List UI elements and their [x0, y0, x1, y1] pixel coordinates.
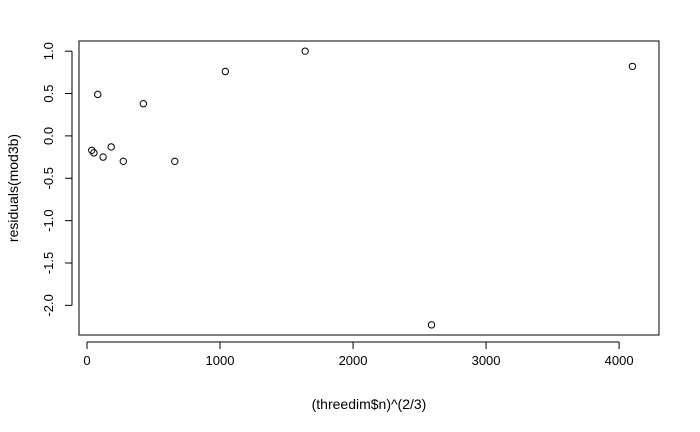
x-tick-label: 0 [83, 353, 90, 368]
x-tick-label: 2000 [339, 353, 368, 368]
y-axis: 1.0 0.5 0.0 -0.5 -1.0 -1.5 -2.0 [41, 42, 73, 317]
x-axis-title: (threedim$n)^(2/3) [312, 396, 427, 412]
plot-box [78, 40, 660, 336]
data-point [90, 149, 98, 157]
data-point [119, 157, 127, 166]
data-point [171, 157, 179, 166]
data-point [107, 143, 115, 151]
y-tick-label: -2.0 [41, 294, 56, 316]
y-tick-label: 1.0 [41, 42, 56, 60]
x-tick-label: 4000 [605, 353, 634, 368]
data-point [221, 67, 230, 76]
y-tick-label: 0.0 [41, 127, 56, 145]
data-point [628, 62, 637, 71]
y-tick-label: -1.5 [41, 252, 56, 274]
data-point [99, 153, 107, 161]
y-axis-title: residuals(mod3b) [5, 134, 21, 242]
data-point [139, 99, 148, 108]
x-tick-label: 1000 [206, 353, 235, 368]
y-tick-label: -0.5 [41, 167, 56, 189]
data-point [94, 90, 102, 99]
data-point [88, 146, 96, 154]
data-point [301, 47, 309, 55]
data-points [88, 47, 637, 329]
y-tick-label: 0.5 [41, 84, 56, 102]
y-tick-label: -1.0 [41, 209, 56, 231]
x-axis: 0 1000 2000 3000 4000 [83, 341, 634, 368]
x-tick-label: 3000 [472, 353, 501, 368]
data-point [427, 321, 436, 329]
